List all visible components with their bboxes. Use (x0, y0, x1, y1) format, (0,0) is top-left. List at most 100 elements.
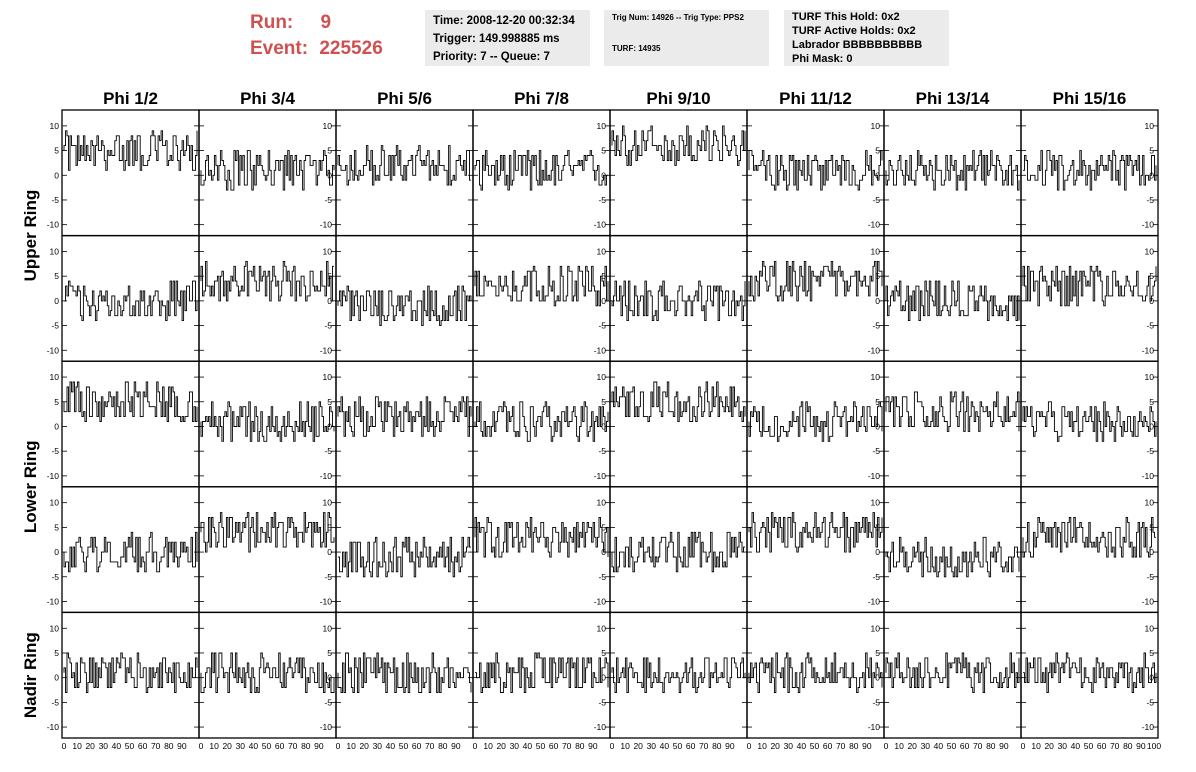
x-tick-label: 60 (275, 741, 285, 751)
y-tick-label: -10 (1142, 220, 1155, 230)
x-tick-label: 20 (770, 741, 780, 751)
x-tick-label: 20 (633, 741, 643, 751)
x-tick-label: 30 (921, 741, 931, 751)
subplot-frame (61, 486, 200, 614)
event-value: 225526 (319, 38, 383, 59)
info-panel-turf: TURF This Hold: 0x2 TURF Active Holds: 0… (784, 10, 949, 66)
run-event-box: Run: 9 Event: 225526 (250, 10, 410, 62)
x-tick-label: 70 (425, 741, 435, 751)
waveform-trace (748, 652, 883, 693)
y-tick-label: 5 (54, 397, 59, 407)
waveform-trace (474, 517, 609, 558)
x-tick-label: 20 (496, 741, 506, 751)
waveform-trace (885, 150, 1020, 191)
y-tick-label: -10 (47, 722, 60, 732)
y-tick-label: -10 (47, 220, 60, 230)
column-title: Phi 11/12 (779, 89, 852, 108)
x-tick-label: 80 (575, 741, 585, 751)
x-tick-label: 70 (973, 741, 983, 751)
y-tick-label: -5 (872, 572, 880, 582)
y-tick-label: 10 (50, 121, 60, 131)
y-tick-label: -10 (47, 596, 60, 606)
waveform-trace (611, 531, 745, 573)
y-tick-label: -10 (594, 471, 607, 481)
subplot-frame (1020, 234, 1159, 362)
y-tick-label: 5 (601, 397, 606, 407)
y-tick-label: -5 (872, 195, 880, 205)
x-tick-label: 0 (1021, 741, 1026, 751)
y-tick-label: -5 (324, 572, 332, 582)
y-tick-label: 10 (323, 121, 333, 131)
waveform-trace (1023, 652, 1157, 693)
x-tick-label: 0 (62, 741, 67, 751)
y-tick-label: -5 (872, 697, 880, 707)
waveform-trace (611, 125, 746, 166)
subplot-frame (335, 109, 474, 237)
y-tick-label: 0 (601, 296, 606, 306)
subplot-frame (198, 109, 337, 237)
column-title: Phi 1/2 (103, 89, 158, 108)
y-tick-label: 5 (327, 648, 332, 658)
ring-label: Lower Ring (21, 441, 40, 534)
x-tick-label: 90 (451, 741, 461, 751)
y-tick-label: 10 (323, 623, 333, 633)
y-tick-label: 10 (1145, 498, 1155, 508)
y-tick-label: 10 (597, 498, 607, 508)
y-tick-label: 10 (871, 121, 881, 131)
waveform-trace (885, 652, 1020, 693)
subplot-frame (61, 360, 200, 488)
subplot-frame (746, 109, 885, 237)
y-tick-label: 5 (601, 522, 606, 532)
y-tick-label: 10 (871, 246, 881, 256)
labrador-text: Labrador BBBBBBBBBB (792, 39, 923, 51)
x-tick-label: 60 (960, 741, 970, 751)
y-tick-label: 10 (1145, 372, 1155, 382)
ring-label: Nadir Ring (21, 632, 40, 718)
subplot-frame (198, 486, 337, 614)
run-value: 9 (320, 12, 332, 33)
x-tick-label: 20 (85, 741, 95, 751)
event-row: Event: 225526 (250, 36, 410, 62)
x-tick-label: 10 (1031, 741, 1041, 751)
waveform-trace (885, 391, 1020, 432)
x-tick-label: 80 (986, 741, 996, 751)
y-tick-label: 10 (323, 498, 333, 508)
y-tick-label: 5 (1149, 146, 1154, 156)
x-tick-label: 40 (249, 741, 259, 751)
x-tick-label: 40 (660, 741, 670, 751)
subplot-frame (61, 109, 200, 237)
y-tick-label: 0 (54, 547, 59, 557)
waveform-trace (200, 401, 335, 442)
waveform-trace (748, 401, 883, 442)
waveform-trace (1022, 401, 1157, 442)
info-panel-trig: Trig Num: 14926 -- Trig Type: PPS2 TURF:… (604, 10, 769, 66)
column-title: Phi 9/10 (646, 89, 710, 108)
x-tick-label: 10 (620, 741, 630, 751)
waveform-trace (337, 145, 471, 186)
x-tick-label: 30 (784, 741, 794, 751)
x-tick-label: 0 (747, 741, 752, 751)
y-tick-label: -10 (1142, 471, 1155, 481)
x-tick-label: 70 (699, 741, 709, 751)
x-tick-label: 30 (99, 741, 109, 751)
y-tick-label: 0 (54, 421, 59, 431)
waveform-trace (200, 652, 335, 693)
waveform-trace (474, 150, 608, 191)
priority-text: Priority: 7 -- Queue: 7 (433, 51, 550, 63)
column-title: Phi 13/14 (916, 89, 990, 108)
y-tick-label: 10 (597, 372, 607, 382)
y-tick-label: -10 (320, 722, 333, 732)
subplot-frame (472, 109, 611, 237)
y-tick-label: 0 (327, 547, 332, 557)
x-tick-label: 60 (412, 741, 422, 751)
y-tick-label: 10 (1145, 121, 1155, 131)
waveform-trace (748, 150, 883, 191)
y-tick-label: 5 (601, 146, 606, 156)
subplot-frame (198, 611, 337, 739)
y-tick-label: -5 (51, 195, 59, 205)
x-tick-label: 90 (725, 741, 735, 751)
waveform-trace (200, 150, 335, 191)
y-tick-label: -10 (868, 596, 881, 606)
x-tick-label: 20 (907, 741, 917, 751)
y-tick-label: -5 (324, 446, 332, 456)
